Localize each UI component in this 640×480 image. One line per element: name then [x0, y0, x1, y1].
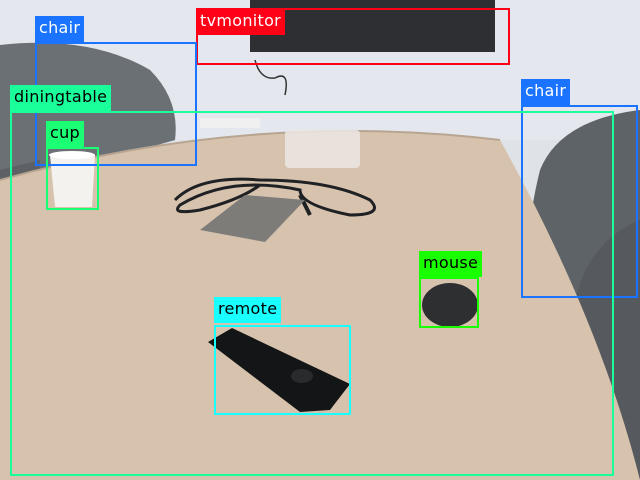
- mouse-label: mouse: [419, 251, 483, 277]
- chair-label: chair: [35, 16, 85, 42]
- tvmonitor-label: tvmonitor: [196, 9, 286, 35]
- remote-label: remote: [214, 297, 282, 323]
- chair-label: chair: [521, 79, 571, 105]
- diningtable-label: diningtable: [10, 85, 112, 111]
- cup-label: cup: [46, 121, 84, 147]
